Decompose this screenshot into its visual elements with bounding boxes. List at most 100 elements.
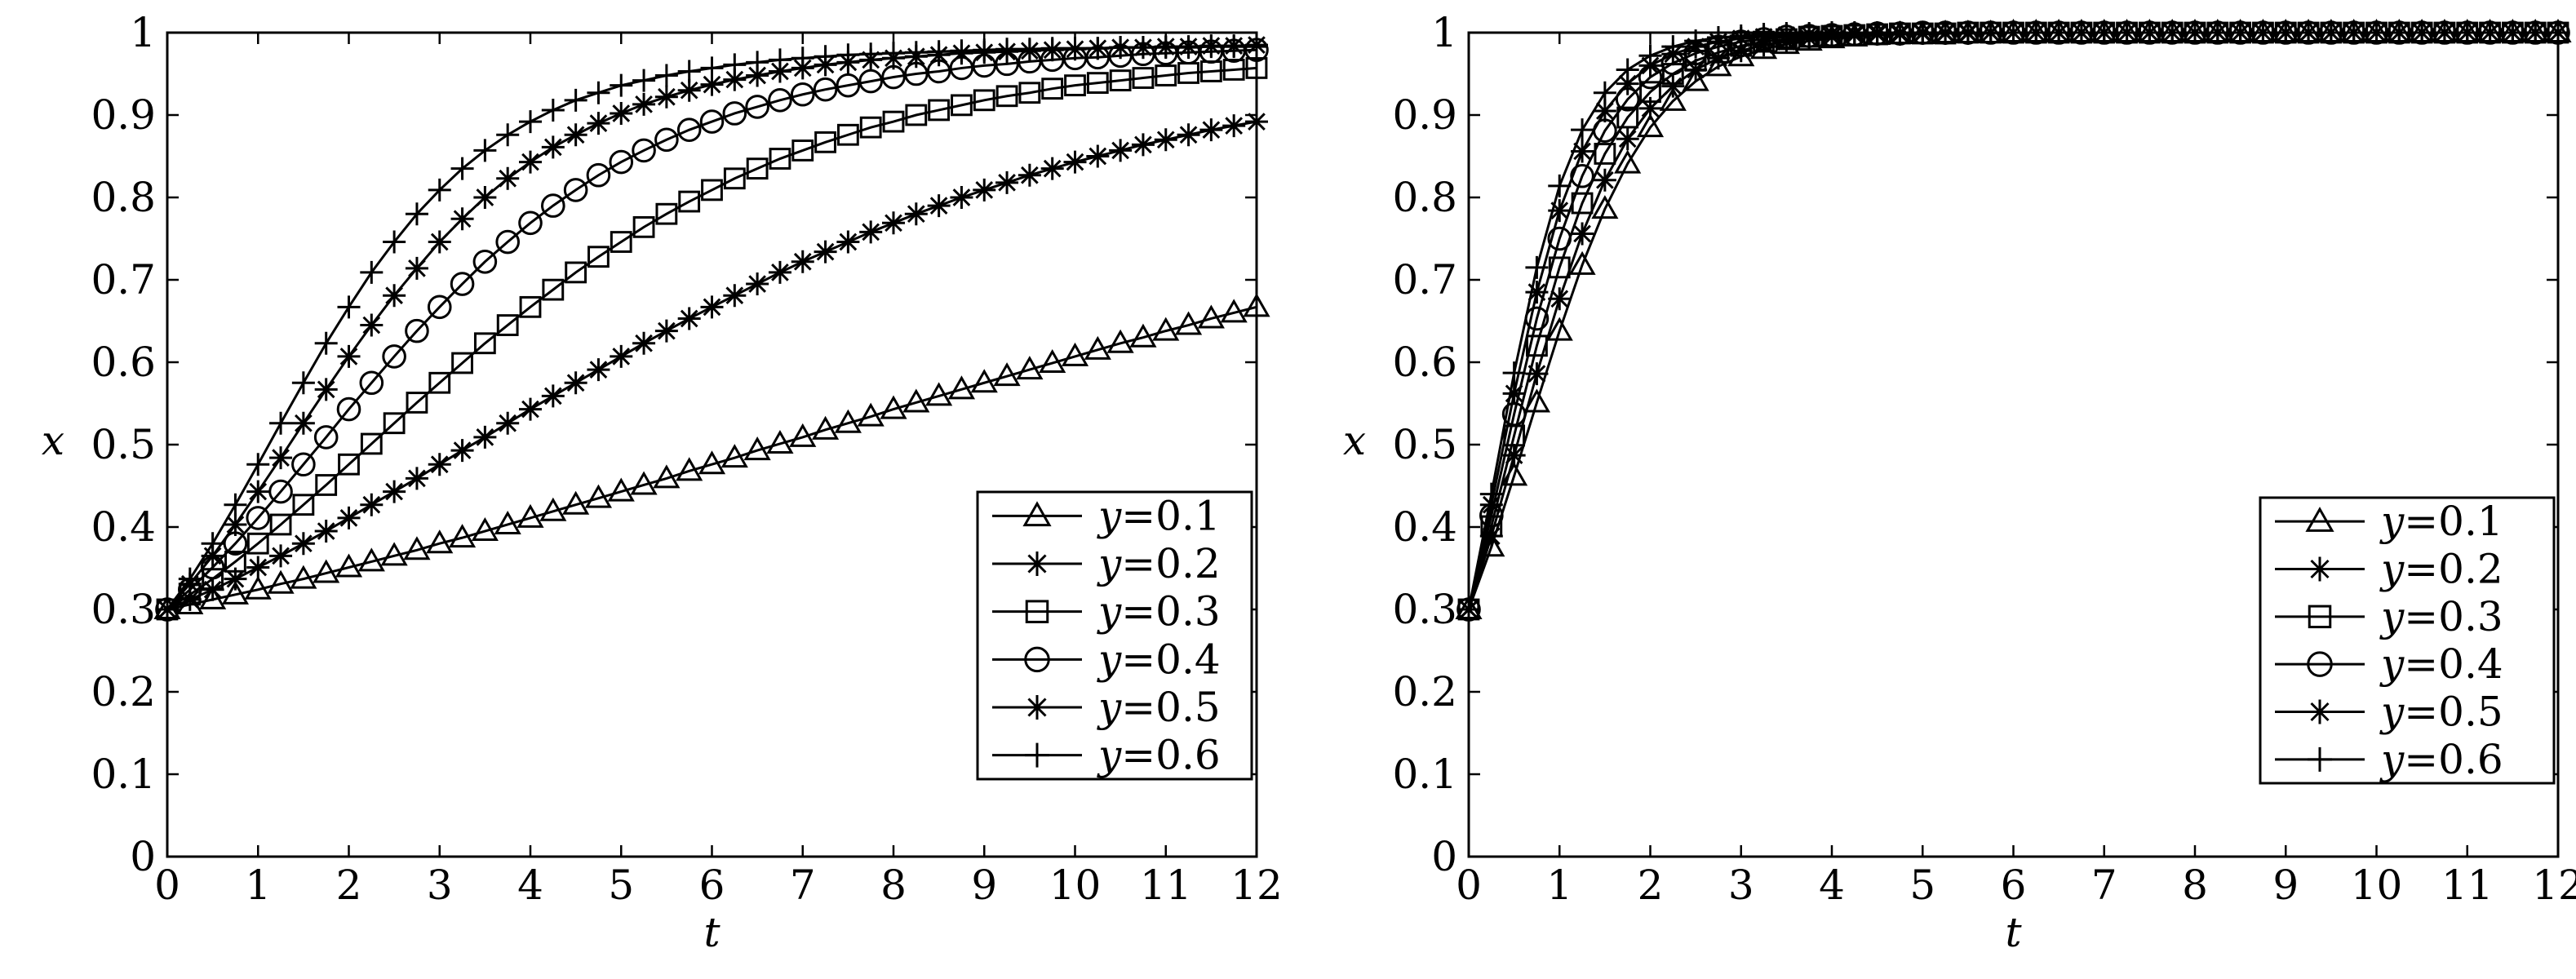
y-tick-label: 0: [1431, 833, 1457, 880]
data-point: [746, 64, 769, 87]
data-point: [1706, 26, 1730, 50]
legend-marker: [1022, 501, 1052, 527]
data-point: [292, 494, 315, 516]
data-point: [1571, 140, 1594, 163]
data-point: [769, 148, 791, 170]
data-point: [720, 444, 748, 468]
data-point: [1729, 39, 1753, 63]
x-tick-label: 10: [1049, 862, 1102, 909]
legend-box: [2259, 496, 2556, 785]
data-point: [472, 249, 498, 274]
x-tick-label: 5: [608, 862, 634, 909]
data-point: [1018, 82, 1041, 104]
data-point: [587, 358, 610, 382]
data-point: [1177, 123, 1200, 147]
data-point: [1086, 37, 1110, 60]
data-point: [428, 230, 451, 254]
data-point: [676, 457, 703, 481]
legend-label: y=0.5: [1097, 684, 1221, 731]
data-point: [723, 284, 747, 308]
data-point: [2432, 21, 2456, 44]
data-point: [1084, 335, 1111, 360]
data-point: [1525, 281, 1549, 304]
data-point: [268, 479, 293, 504]
data-point: [405, 318, 429, 343]
data-point: [2455, 21, 2479, 44]
data-point: [178, 567, 202, 591]
data-point: [246, 532, 269, 555]
data-point: [632, 331, 656, 355]
data-point: [360, 493, 384, 516]
y-tick-label: 0.6: [91, 339, 156, 386]
data-point: [2161, 21, 2184, 44]
data-point: [246, 506, 271, 530]
data-point: [290, 565, 317, 589]
data-point: [609, 149, 634, 175]
data-point: [496, 411, 520, 435]
data-point: [1177, 36, 1200, 60]
data-point: [269, 513, 292, 536]
data-point: [1064, 74, 1086, 97]
x-tick-label: 9: [971, 862, 997, 909]
data-point: [654, 127, 679, 153]
data-point: [610, 344, 633, 368]
x-tick-label: 2: [1638, 862, 1664, 909]
legend: y=0.1y=0.2y=0.3y=0.4y=0.5y=0.6: [976, 490, 1253, 781]
data-point: [224, 567, 247, 591]
data-point: [768, 88, 792, 113]
data-point: [2228, 21, 2252, 44]
data-point: [224, 512, 247, 536]
data-point: [1155, 64, 1177, 86]
y-tick-label: 0.9: [91, 91, 156, 139]
data-point: [473, 425, 497, 449]
data-point: [335, 553, 363, 578]
data-point: [1525, 255, 1549, 279]
data-point: [836, 123, 859, 146]
data-point: [1523, 388, 1551, 413]
data-point: [587, 112, 610, 135]
data-point: [746, 272, 769, 296]
data-point: [224, 551, 246, 573]
data-point: [360, 432, 383, 455]
data-point: [880, 395, 907, 419]
y-tick-label: 0.2: [1392, 668, 1457, 715]
data-point: [519, 295, 542, 318]
data-point: [564, 123, 587, 147]
y-tick-label: 0.1: [1392, 751, 1457, 798]
data-point: [1593, 168, 1616, 192]
legend-marker: [2307, 651, 2333, 677]
y-axis-label: x: [42, 417, 64, 464]
data-point: [517, 503, 544, 528]
y-tick-label: 1: [130, 9, 156, 56]
data-point: [1568, 250, 1596, 275]
data-point: [1593, 81, 1616, 104]
data-point: [814, 45, 837, 69]
data-point: [541, 135, 565, 159]
x-tick-label: 1: [1546, 862, 1572, 909]
data-point: [380, 542, 408, 566]
data-point: [587, 246, 610, 268]
data-point: [928, 99, 951, 122]
data-point: [2342, 21, 2365, 44]
legend-label: y=0.6: [2379, 736, 2503, 783]
data-point: [834, 409, 862, 433]
data-point: [314, 378, 338, 401]
data-point: [722, 101, 747, 126]
x-tick-label: 7: [790, 862, 816, 909]
x-tick-label: 10: [2351, 862, 2403, 909]
data-point: [383, 230, 406, 254]
data-point: [2138, 21, 2161, 44]
data-point: [201, 544, 224, 568]
data-point: [1152, 317, 1180, 341]
data-point: [766, 429, 794, 454]
data-point: [450, 272, 475, 296]
data-point: [701, 179, 723, 202]
data-point: [1154, 128, 1177, 152]
data-point: [995, 171, 1019, 194]
x-tick-label: 8: [880, 862, 907, 909]
data-point: [471, 517, 499, 542]
series-y=0.3: [156, 57, 1268, 621]
data-point: [542, 278, 565, 301]
data-point: [314, 331, 338, 355]
data-point: [1616, 106, 1639, 129]
